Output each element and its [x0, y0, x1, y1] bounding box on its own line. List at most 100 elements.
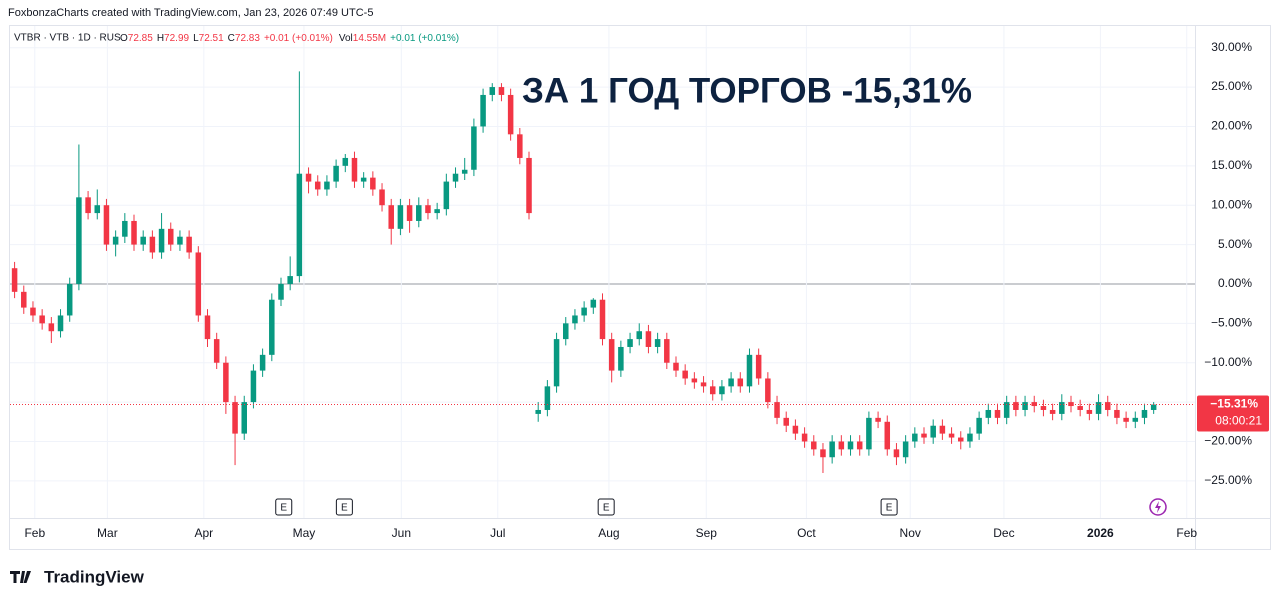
x-tick-label: Feb [24, 526, 45, 540]
candle-body [241, 402, 247, 434]
icon-circle [1149, 498, 1167, 516]
candle-body [1003, 402, 1010, 418]
stat-key: H [157, 33, 164, 44]
candle-body [1022, 402, 1028, 410]
candle-body [250, 370, 257, 403]
candle-body [434, 209, 440, 214]
candle-body [912, 433, 918, 442]
candle-body [811, 441, 817, 450]
y-tick-label: −25.00% [1204, 473, 1252, 487]
candle-body [856, 441, 863, 450]
candle-body [1059, 402, 1065, 414]
candle-body [461, 169, 468, 174]
candle-body [1141, 409, 1148, 418]
stat-key: O [120, 33, 128, 44]
candle-body [627, 339, 633, 347]
candle-body [829, 441, 835, 458]
candle-body [66, 283, 73, 316]
x-tick-label: 2026 [1087, 526, 1114, 540]
candle-body [48, 323, 55, 332]
logo: TradingView [10, 567, 145, 586]
candle-body [801, 433, 808, 442]
candle-body [921, 433, 927, 438]
candle-body [177, 236, 183, 245]
candle-body [599, 299, 606, 340]
candle-body [140, 236, 146, 245]
chart-frame [9, 25, 1271, 550]
candle-body [1013, 402, 1019, 410]
y-tick-label: 30.00% [1211, 40, 1252, 54]
candle-body [122, 220, 128, 237]
candle-body [866, 417, 872, 450]
candle-body [976, 417, 982, 434]
volume-key: Vol [339, 33, 353, 44]
candle-body [112, 236, 119, 245]
candle-body [719, 386, 725, 395]
candle-body [76, 197, 82, 284]
stat-value: 72.51 [199, 33, 224, 44]
symbol: VTBR · VTB · 1D · RUS [14, 33, 121, 44]
stat-value: 72.85 [128, 33, 153, 44]
candle-body [195, 252, 202, 316]
x-tick-label: Nov [900, 526, 921, 540]
event-marker [275, 498, 293, 516]
candle-body [204, 315, 211, 340]
x-tick-label: Aug [598, 526, 619, 540]
y-tick-label: −20.00% [1204, 434, 1252, 448]
stat-key: L [193, 33, 199, 44]
candle-body [1150, 404, 1157, 410]
candle-body [342, 157, 349, 166]
event-marker [335, 498, 353, 516]
candle-body [471, 126, 477, 170]
candle-body [728, 378, 734, 387]
candle-body [314, 181, 321, 190]
y-tick-label: 25.00% [1211, 79, 1252, 93]
candle-body [783, 417, 789, 426]
candle-body [397, 205, 404, 229]
candle-body [967, 433, 973, 442]
candle-body [149, 236, 156, 253]
candle-body [1095, 402, 1102, 414]
stat-value: 72.83 [235, 33, 260, 44]
price-tag-countdown: 08:00:21 [1215, 414, 1262, 428]
candle-body [673, 362, 679, 371]
candle-body [85, 197, 91, 214]
candle-body [544, 386, 551, 410]
legend-stats: O72.85 H72.99 L72.51 C72.83 +0.01 (+0.01%) Vo… [120, 33, 459, 44]
candle-body [654, 339, 661, 347]
candle-body [645, 331, 652, 347]
candle-body [213, 339, 220, 363]
candle-body [131, 220, 137, 245]
candle-body [563, 323, 569, 340]
candle-body [452, 173, 459, 182]
stat-value: 72.99 [164, 33, 189, 44]
candle-body [618, 346, 624, 371]
event-label: E [280, 503, 287, 514]
volume-change: +0.01 (+0.01%) [390, 33, 459, 44]
x-tick-label: Jul [490, 526, 505, 540]
candle-body [985, 409, 992, 418]
candle-body [103, 205, 110, 245]
candle-body [737, 378, 744, 387]
candle-body [186, 236, 192, 253]
candle-body [875, 417, 881, 422]
candle-body [39, 315, 45, 324]
logo-mark [10, 571, 31, 583]
candle-body [608, 339, 615, 371]
candle-body [388, 205, 394, 229]
change: +0.01 (+0.01%) [264, 33, 333, 44]
candle-body [406, 205, 413, 221]
candle-body [902, 441, 909, 458]
candle-body [581, 307, 587, 316]
price-tag [1197, 395, 1269, 432]
volume: 14.55M [353, 33, 386, 44]
logo-text: TradingView [44, 567, 145, 586]
candle-body [838, 441, 845, 450]
candle-body [1114, 409, 1120, 418]
candle-body [765, 378, 771, 403]
candle-body [333, 165, 339, 182]
y-tick-label: −10.00% [1204, 355, 1252, 369]
event-marker [597, 498, 615, 516]
